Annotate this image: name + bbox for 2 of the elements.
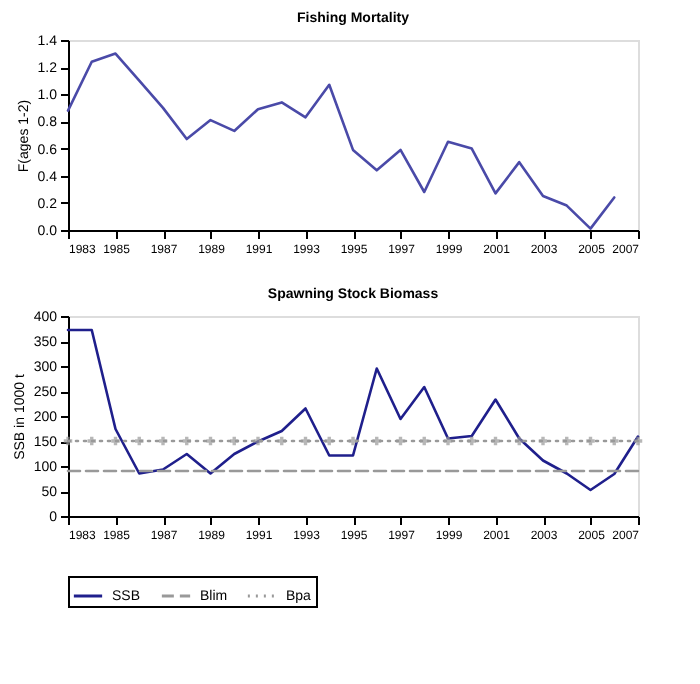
line-series [66, 328, 640, 492]
line-series [66, 52, 616, 230]
